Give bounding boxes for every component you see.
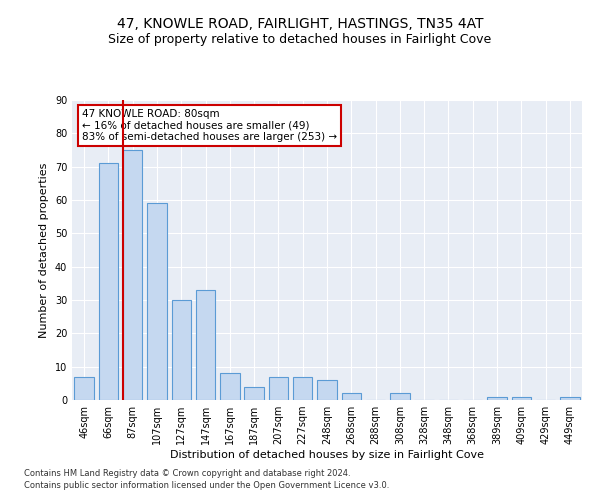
Text: Size of property relative to detached houses in Fairlight Cove: Size of property relative to detached ho… bbox=[109, 32, 491, 46]
Y-axis label: Number of detached properties: Number of detached properties bbox=[39, 162, 49, 338]
Bar bbox=[317, 380, 337, 400]
Bar bbox=[99, 164, 118, 400]
Bar bbox=[172, 300, 191, 400]
Bar bbox=[147, 204, 167, 400]
Bar bbox=[390, 394, 410, 400]
Bar bbox=[560, 396, 580, 400]
Bar bbox=[487, 396, 507, 400]
Text: Contains HM Land Registry data © Crown copyright and database right 2024.: Contains HM Land Registry data © Crown c… bbox=[24, 468, 350, 477]
Text: Contains public sector information licensed under the Open Government Licence v3: Contains public sector information licen… bbox=[24, 481, 389, 490]
Text: 47, KNOWLE ROAD, FAIRLIGHT, HASTINGS, TN35 4AT: 47, KNOWLE ROAD, FAIRLIGHT, HASTINGS, TN… bbox=[117, 18, 483, 32]
Bar bbox=[74, 376, 94, 400]
Bar bbox=[269, 376, 288, 400]
Text: 47 KNOWLE ROAD: 80sqm
← 16% of detached houses are smaller (49)
83% of semi-deta: 47 KNOWLE ROAD: 80sqm ← 16% of detached … bbox=[82, 109, 337, 142]
Bar bbox=[512, 396, 531, 400]
Bar bbox=[123, 150, 142, 400]
Bar bbox=[293, 376, 313, 400]
X-axis label: Distribution of detached houses by size in Fairlight Cove: Distribution of detached houses by size … bbox=[170, 450, 484, 460]
Bar bbox=[244, 386, 264, 400]
Bar bbox=[341, 394, 361, 400]
Bar bbox=[196, 290, 215, 400]
Bar bbox=[220, 374, 239, 400]
